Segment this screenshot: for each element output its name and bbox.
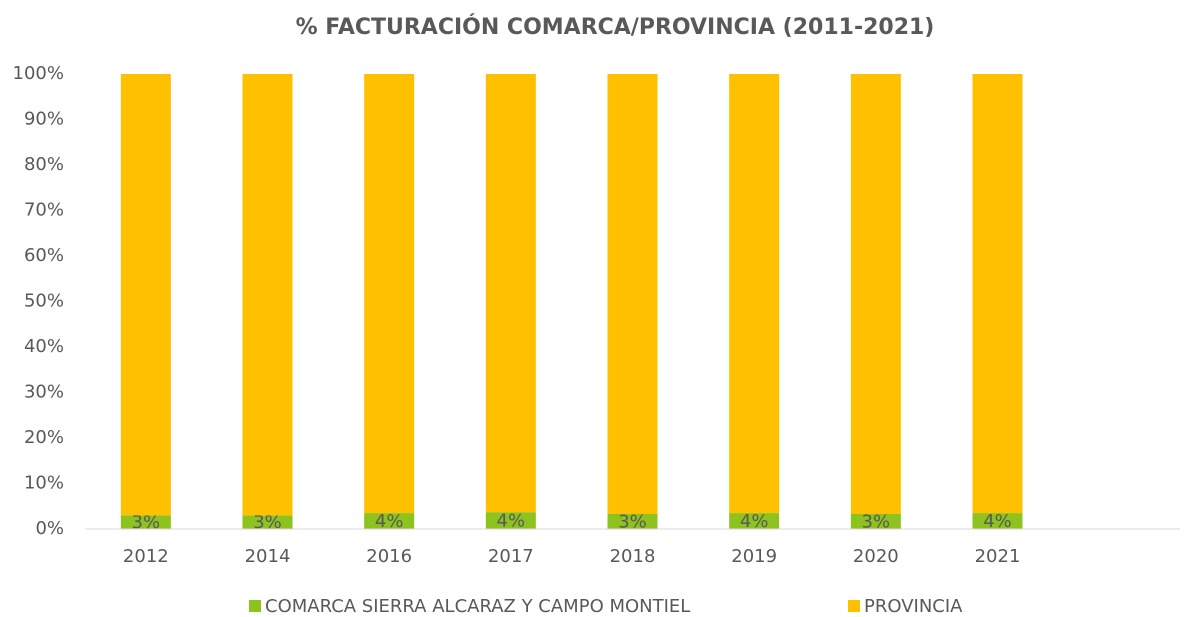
bar-segment: [850, 74, 901, 514]
x-tick-label: 2012: [123, 546, 169, 567]
bar-segment: [485, 512, 536, 529]
bar-segment: [242, 74, 293, 516]
bar-segment: [364, 513, 415, 529]
bar-segment: [729, 513, 780, 529]
legend-swatch: [848, 600, 860, 612]
legend-label: COMARCA SIERRA ALCARAZ Y CAMPO MONTIEL: [265, 596, 690, 617]
y-tick-label: 90%: [24, 109, 64, 130]
bar-segment: [607, 513, 658, 529]
y-tick-label: 20%: [24, 427, 64, 448]
data-label: 3%: [253, 512, 282, 533]
bar-segment: [729, 74, 780, 514]
x-tick-label: 2019: [731, 546, 777, 567]
data-label: 4%: [375, 511, 404, 532]
y-tick-label: 0%: [35, 518, 64, 539]
x-tick-label: 2014: [245, 546, 291, 567]
bar-segment: [607, 74, 658, 514]
x-tick-label: 2016: [366, 546, 412, 567]
y-tick-label: 40%: [24, 336, 64, 357]
data-label: 4%: [740, 511, 769, 532]
bar-segment: [120, 515, 171, 529]
bar-segment: [850, 513, 901, 529]
y-tick-label: 50%: [24, 291, 64, 312]
data-label: 4%: [983, 511, 1012, 532]
bar-segment: [242, 515, 293, 529]
data-label: 3%: [862, 511, 891, 532]
x-tick-label: 2018: [610, 546, 656, 567]
y-tick-label: 100%: [13, 63, 64, 84]
x-tick-label: 2017: [488, 546, 534, 567]
data-label: 3%: [618, 511, 647, 532]
bar-segment: [364, 74, 415, 514]
y-tick-label: 10%: [24, 473, 64, 494]
data-label: 3%: [132, 512, 161, 533]
y-tick-label: 70%: [24, 200, 64, 221]
y-tick-label: 30%: [24, 382, 64, 403]
x-tick-label: 2020: [853, 546, 899, 567]
data-label: 4%: [497, 511, 526, 532]
bar-segment: [485, 74, 536, 513]
bar-segment: [120, 74, 171, 516]
x-tick-label: 2021: [975, 546, 1021, 567]
bar-segment: [972, 74, 1023, 514]
legend-label: PROVINCIA: [864, 596, 963, 617]
y-tick-label: 60%: [24, 245, 64, 266]
y-tick-label: 80%: [24, 154, 64, 175]
bar-segment: [972, 513, 1023, 529]
legend-swatch: [249, 600, 261, 612]
chart-title: % FACTURACIÓN COMARCA/PROVINCIA (2011-20…: [296, 14, 935, 40]
